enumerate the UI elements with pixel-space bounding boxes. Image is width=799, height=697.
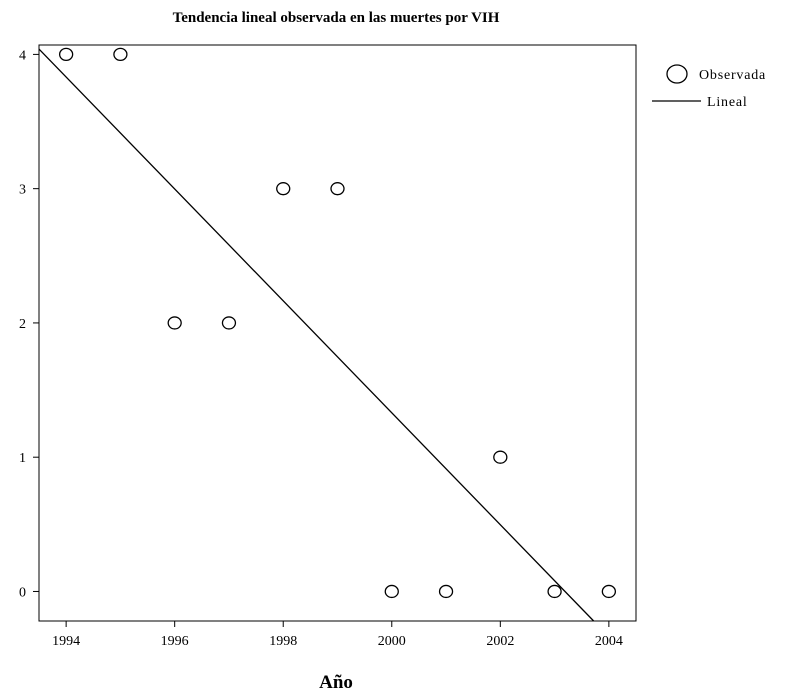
- x-tick-label: 1998: [269, 634, 297, 649]
- data-point: [221, 316, 237, 330]
- legend-marker-observed: [666, 64, 688, 84]
- data-point: [113, 47, 128, 62]
- data-point: [330, 182, 345, 196]
- trend-line-layer: [38, 48, 595, 622]
- x-tick-label: 1994: [52, 634, 80, 649]
- data-point: [547, 584, 562, 599]
- y-tick-label: 2: [19, 317, 26, 332]
- legend-label-linear: Lineal: [707, 95, 748, 110]
- data-point: [601, 584, 617, 599]
- y-tick-label: 0: [19, 585, 26, 600]
- data-point: [438, 584, 454, 599]
- y-axis: 0 1 2 3 4: [19, 48, 39, 600]
- chart-title: Tendencia lineal observada en las muerte…: [173, 10, 500, 26]
- x-tick-label: 2000: [378, 634, 406, 649]
- data-point: [384, 584, 399, 599]
- y-tick-label: 4: [19, 48, 26, 63]
- x-axis: 1994 1996 1998 2000 2002 2004: [52, 621, 623, 649]
- data-point: [58, 47, 74, 62]
- plot-frame: [38, 44, 637, 622]
- y-tick-label: 1: [19, 451, 26, 466]
- x-tick-label: 2002: [486, 634, 514, 649]
- data-point: [167, 316, 182, 330]
- data-point: [493, 450, 508, 464]
- x-axis-title: Año: [319, 672, 353, 693]
- y-tick-label: 3: [19, 183, 26, 198]
- legend-label-observed: Observada: [699, 68, 766, 83]
- x-tick-label: 1996: [161, 634, 189, 649]
- x-tick-label: 2004: [595, 634, 623, 649]
- legend: Observada Lineal: [652, 64, 766, 110]
- scatter-points-layer: [58, 47, 617, 599]
- trend-line: [38, 48, 595, 622]
- data-point: [276, 182, 291, 196]
